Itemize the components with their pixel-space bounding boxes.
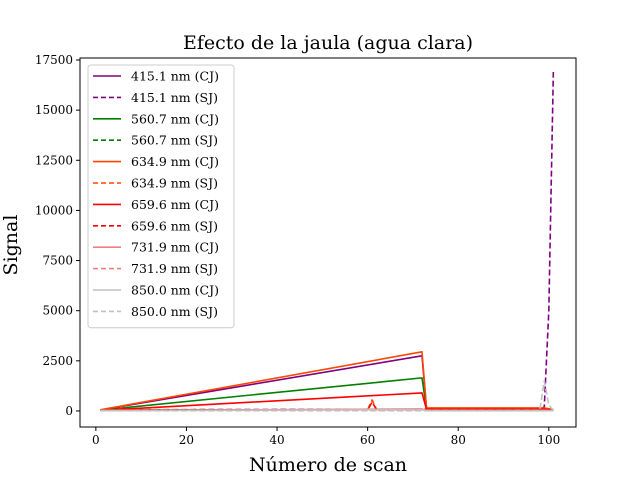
x-tick-label: 40 — [269, 433, 284, 447]
legend-label-3: 560.7 nm (SJ) — [131, 133, 218, 148]
legend-label-0: 415.1 nm (CJ) — [131, 69, 219, 84]
series-line-6 — [100, 392, 554, 412]
plot-frame — [79, 57, 577, 428]
legend-label-10: 850.0 nm (CJ) — [131, 283, 219, 298]
legend-label-9: 731.9 nm (SJ) — [131, 261, 218, 276]
series-line-11 — [100, 380, 554, 412]
x-axis-label: Número de scan — [249, 454, 407, 476]
x-tick-label: 100 — [537, 433, 560, 447]
series-line-0 — [100, 355, 554, 411]
legend: 415.1 nm (CJ) 415.1 nm (SJ) 560.7 nm (CJ) 5… — [87, 64, 235, 329]
x-tick-label: 60 — [360, 433, 375, 447]
plot-area: 0 20 40 60 80 100 0 2500 5000 7500 10000 12500 15000… — [35, 53, 577, 447]
y-axis-label: Signal — [0, 215, 22, 276]
x-tick-label: 0 — [92, 433, 100, 447]
legend-label-5: 634.9 nm (SJ) — [131, 176, 218, 191]
y-tick-label: 12500 — [35, 153, 73, 167]
legend-label-7: 659.6 nm (SJ) — [131, 218, 218, 233]
legend-label-2: 560.7 nm (CJ) — [131, 111, 219, 126]
legend-box — [87, 64, 235, 329]
x-tick-label: 20 — [179, 433, 194, 447]
legend-label-1: 415.1 nm (SJ) — [131, 90, 218, 105]
y-tick-label: 0 — [65, 404, 73, 418]
legend-label-6: 659.6 nm (CJ) — [131, 197, 219, 212]
legend-label-4: 634.9 nm (CJ) — [131, 154, 219, 169]
y-tick-label: 10000 — [35, 203, 73, 217]
x-tick-label: 80 — [451, 433, 466, 447]
legend-label-8: 731.9 nm (CJ) — [131, 240, 219, 255]
y-tick-label: 2500 — [42, 354, 73, 368]
series-line-4 — [100, 350, 554, 411]
chart-title: Efecto de la jaula (agua clara) — [183, 32, 473, 54]
y-tick-label: 17500 — [35, 53, 73, 67]
series-line-2 — [100, 377, 554, 411]
y-tick-label: 7500 — [42, 254, 73, 268]
y-tick-label: 15000 — [35, 103, 73, 117]
legend-label-11: 850.0 nm (SJ) — [131, 304, 218, 319]
y-tick-label: 5000 — [42, 304, 73, 318]
